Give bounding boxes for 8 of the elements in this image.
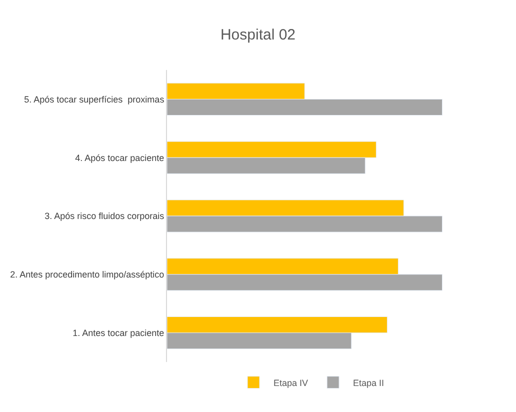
y-tick-label: 4. Após tocar paciente <box>75 152 164 163</box>
y-tick-label: 2. Antes procedimento limpo/asséptico <box>10 270 164 280</box>
legend-label: Etapa IV <box>274 378 308 388</box>
y-tick-label: 1. Antes tocar paciente <box>72 328 164 338</box>
y-tick-label: 5. Após tocar superfícies proximas <box>24 94 165 104</box>
y-tick-label: 3. Após risco fluidos corporais <box>44 211 165 222</box>
chart-title: Hospital 02 <box>220 26 296 44</box>
legend-label: Etapa II <box>353 378 384 388</box>
